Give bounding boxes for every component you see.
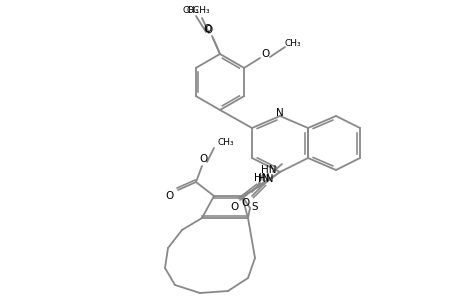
Text: O: O — [261, 49, 269, 59]
Text: O: O — [230, 202, 239, 212]
Text: CH₃: CH₃ — [182, 5, 199, 14]
Text: O: O — [203, 24, 212, 34]
Text: O: O — [204, 25, 213, 35]
Text: O: O — [241, 198, 250, 208]
Text: CH₃: CH₃ — [218, 137, 234, 146]
Text: O: O — [200, 154, 207, 164]
Text: HN: HN — [257, 174, 273, 184]
Text: O: O — [166, 191, 174, 201]
Text: S: S — [251, 202, 258, 212]
Text: HN: HN — [261, 165, 276, 175]
Text: CH₃: CH₃ — [284, 38, 301, 47]
Text: HN: HN — [254, 173, 269, 183]
Text: OCH₃: OCH₃ — [186, 5, 209, 14]
Text: N: N — [275, 108, 283, 118]
